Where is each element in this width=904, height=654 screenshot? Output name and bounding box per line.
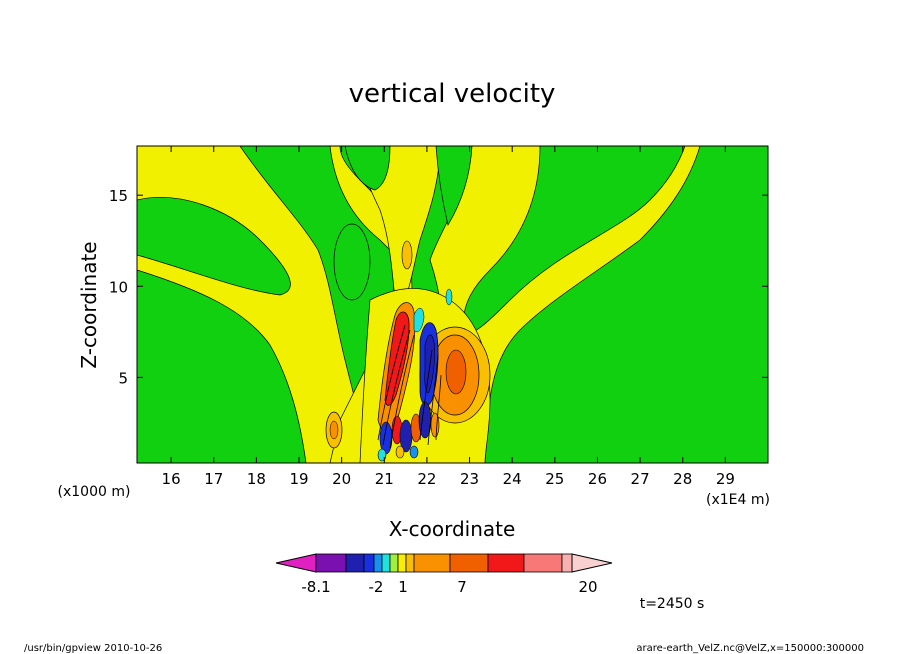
colorbar-box xyxy=(487,553,525,573)
y-axis-ticks: 5 10 15 xyxy=(109,187,768,387)
y-tick-label: 5 xyxy=(118,369,128,387)
x-tick-label: 17 xyxy=(204,470,223,488)
orange-cell-right-inner xyxy=(445,349,467,395)
colorbar-box xyxy=(315,553,347,573)
colorbar-label: -8.1 xyxy=(301,578,330,596)
dense-contours xyxy=(377,324,442,449)
x-tick-label: 20 xyxy=(332,470,351,488)
orange-cell-small-left-core xyxy=(329,420,339,440)
x-axis-ticks: 16 17 18 19 20 21 22 23 24 25 26 27 28 29 xyxy=(162,146,735,488)
green-island-right-column xyxy=(435,146,473,226)
colorbar-box xyxy=(373,553,383,573)
colorbar-box xyxy=(397,553,407,573)
colorbar-box xyxy=(405,553,415,573)
orange-cell-top xyxy=(401,240,413,270)
x-tick-label: 29 xyxy=(716,470,735,488)
colorbar-box xyxy=(345,553,365,573)
x-tick-label: 27 xyxy=(631,470,650,488)
colorbar-box xyxy=(561,553,573,573)
x-tick-label: 21 xyxy=(375,470,394,488)
x-tick-label: 19 xyxy=(289,470,308,488)
x-tick-label: 25 xyxy=(545,470,564,488)
y-unit-label: (x1000 m) xyxy=(58,484,131,500)
x-tick-label: 26 xyxy=(588,470,607,488)
colorbar-box xyxy=(389,553,399,573)
cyan-band xyxy=(413,308,425,333)
colorbar-label: -2 xyxy=(369,578,384,596)
colorbar-lower-triangle xyxy=(275,553,317,573)
x-axis-label: X-coordinate xyxy=(389,517,516,541)
colorbar-box xyxy=(381,553,391,573)
green-island-center-top xyxy=(344,146,391,191)
colorbar-labels: -8.1 -2 1 7 20 xyxy=(301,578,597,596)
footer-right: arare-earth_VelZ.nc@VelZ,x=150000:300000 xyxy=(636,643,864,654)
updraft-core xyxy=(384,311,410,406)
colorbar-upper-triangle xyxy=(571,553,613,573)
colorbar xyxy=(275,553,613,573)
x-tick-label: 28 xyxy=(673,470,692,488)
colorbar-label: 7 xyxy=(457,578,467,596)
colorbar-label: 1 xyxy=(398,578,408,596)
colorbar-box xyxy=(523,553,563,573)
colorbar-box xyxy=(413,553,451,573)
x-tick-label: 24 xyxy=(503,470,522,488)
time-annotation: t=2450 s xyxy=(640,596,705,612)
green-island-upper-left xyxy=(137,197,291,296)
footer-left: /usr/bin/gpview 2010-10-26 xyxy=(24,643,162,654)
plot-frame xyxy=(136,145,769,464)
x-tick-label: 16 xyxy=(162,470,181,488)
colorbar-box xyxy=(449,553,489,573)
x-tick-label: 23 xyxy=(460,470,479,488)
x-tick-label: 18 xyxy=(247,470,266,488)
colorbar-label: 20 xyxy=(578,578,597,596)
chart-title: vertical velocity xyxy=(349,79,556,109)
y-axis-label: Z-coordinate xyxy=(77,241,101,368)
y-tick-label: 10 xyxy=(109,278,128,296)
plot-area xyxy=(137,146,768,463)
green-island-center-left xyxy=(333,223,371,301)
colorbar-box xyxy=(363,553,375,573)
x-unit-label: (x1E4 m) xyxy=(706,492,770,508)
y-tick-label: 15 xyxy=(109,187,128,205)
x-tick-label: 22 xyxy=(417,470,436,488)
downdraft-core-upper-inner xyxy=(424,334,435,393)
cyan-cell-top-right xyxy=(445,288,453,306)
